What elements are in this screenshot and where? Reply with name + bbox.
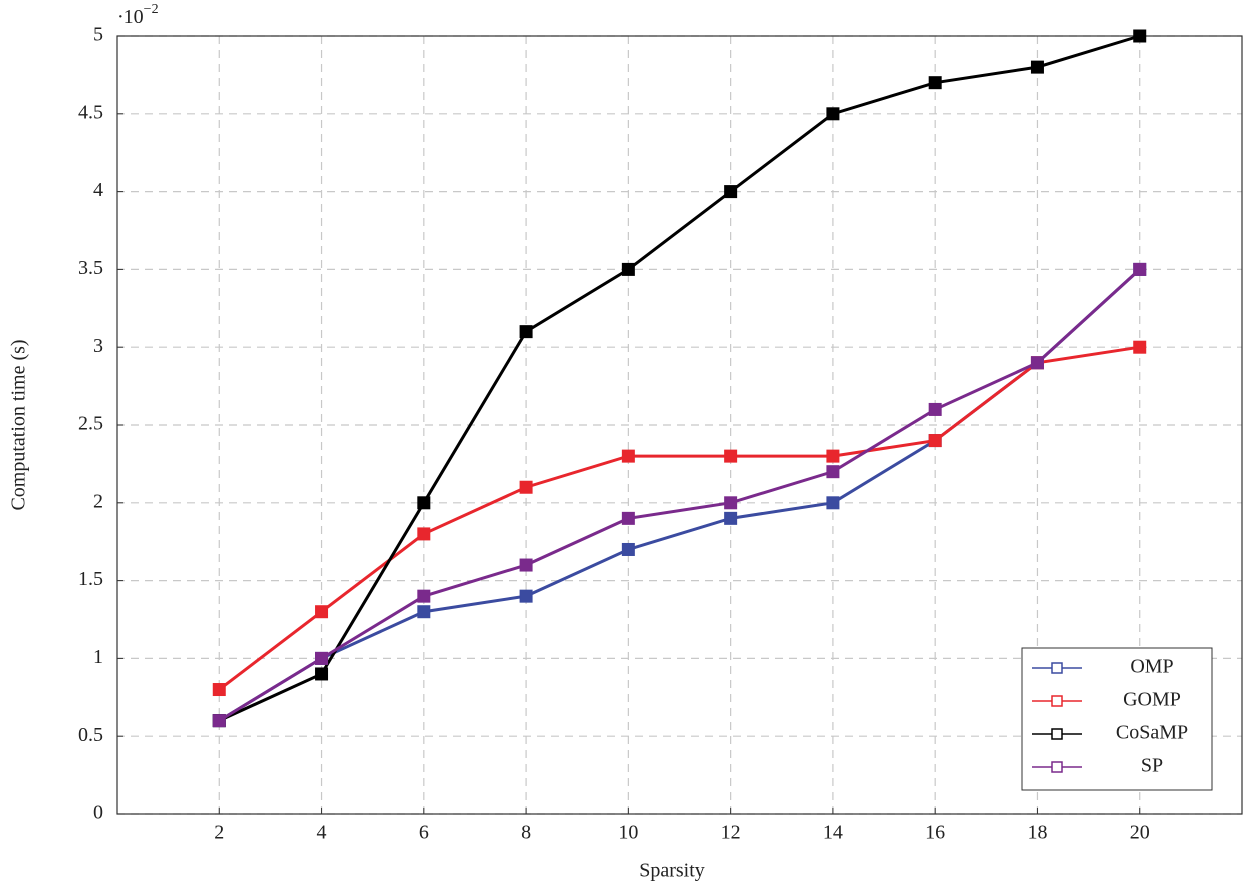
marker — [928, 402, 942, 416]
marker — [621, 262, 635, 276]
marker — [315, 605, 329, 619]
marker — [1030, 60, 1044, 74]
y-tick-label: 2.5 — [78, 413, 103, 435]
y-tick-label: 1.5 — [78, 568, 103, 590]
legend-box — [1021, 647, 1213, 791]
marker — [826, 465, 840, 479]
marker — [315, 667, 329, 681]
marker — [1133, 340, 1147, 354]
marker — [621, 542, 635, 556]
marker — [417, 589, 431, 603]
marker — [519, 480, 533, 494]
marker — [928, 434, 942, 448]
legend-label: SP — [1141, 755, 1163, 777]
marker — [826, 449, 840, 463]
marker — [826, 107, 840, 121]
legend-marker — [1051, 662, 1063, 674]
y-tick-label: 3 — [93, 335, 103, 357]
y-tick-label: 0.5 — [78, 724, 103, 746]
marker — [621, 449, 635, 463]
marker — [417, 605, 431, 619]
legend-marker — [1051, 761, 1063, 773]
marker — [928, 76, 942, 90]
series-line — [218, 345, 1140, 691]
marker — [212, 683, 226, 697]
legend-label: CoSaMP — [1116, 722, 1188, 744]
y-multiplier-exponent: −2 — [144, 2, 159, 17]
marker — [724, 449, 738, 463]
y-multiplier: ·10−2 — [117, 2, 159, 27]
x-tick-label: 8 — [521, 822, 531, 844]
legend-marker — [1051, 728, 1063, 740]
marker — [212, 714, 226, 728]
marker — [621, 511, 635, 525]
marker — [1133, 29, 1147, 43]
marker — [417, 496, 431, 510]
marker — [826, 496, 840, 510]
x-tick-label: 20 — [1130, 822, 1150, 844]
y-multiplier-base: ·10 — [117, 6, 144, 28]
series-line — [218, 268, 1141, 722]
marker — [519, 558, 533, 572]
x-tick-label: 6 — [419, 822, 429, 844]
marker — [724, 185, 738, 199]
y-tick-label: 0 — [93, 802, 103, 824]
marker — [1030, 356, 1044, 370]
series-line — [218, 268, 1141, 722]
marker — [519, 589, 533, 603]
x-tick-label: 14 — [823, 822, 843, 844]
marker — [315, 651, 329, 665]
y-tick-label: 4 — [93, 179, 103, 201]
y-tick-label: 5 — [93, 24, 103, 46]
legend: OMP GOMP CoSaMP SP — [1021, 647, 1213, 791]
marker — [519, 325, 533, 339]
y-tick-label: 3.5 — [78, 257, 103, 279]
legend-label: OMP — [1130, 656, 1173, 678]
series-line — [218, 34, 1141, 723]
legend-marker — [1051, 695, 1063, 707]
marker — [417, 527, 431, 541]
marker — [724, 511, 738, 525]
y-tick-label: 2 — [93, 490, 103, 512]
marker — [1133, 262, 1147, 276]
x-tick-label: 12 — [721, 822, 741, 844]
x-axis-label: Sparsity — [639, 860, 705, 882]
x-tick-label: 18 — [1027, 822, 1047, 844]
legend-label: GOMP — [1123, 689, 1181, 711]
x-tick-label: 16 — [925, 822, 945, 844]
x-tick-label: 2 — [214, 822, 224, 844]
marker — [724, 496, 738, 510]
x-tick-label: 10 — [618, 822, 638, 844]
y-tick-label: 4.5 — [78, 101, 103, 123]
y-axis-label: Computation time (s) — [8, 339, 30, 510]
y-tick-label: 1 — [93, 646, 103, 668]
x-tick-label: 4 — [317, 822, 327, 844]
plot-frame — [116, 35, 1243, 815]
